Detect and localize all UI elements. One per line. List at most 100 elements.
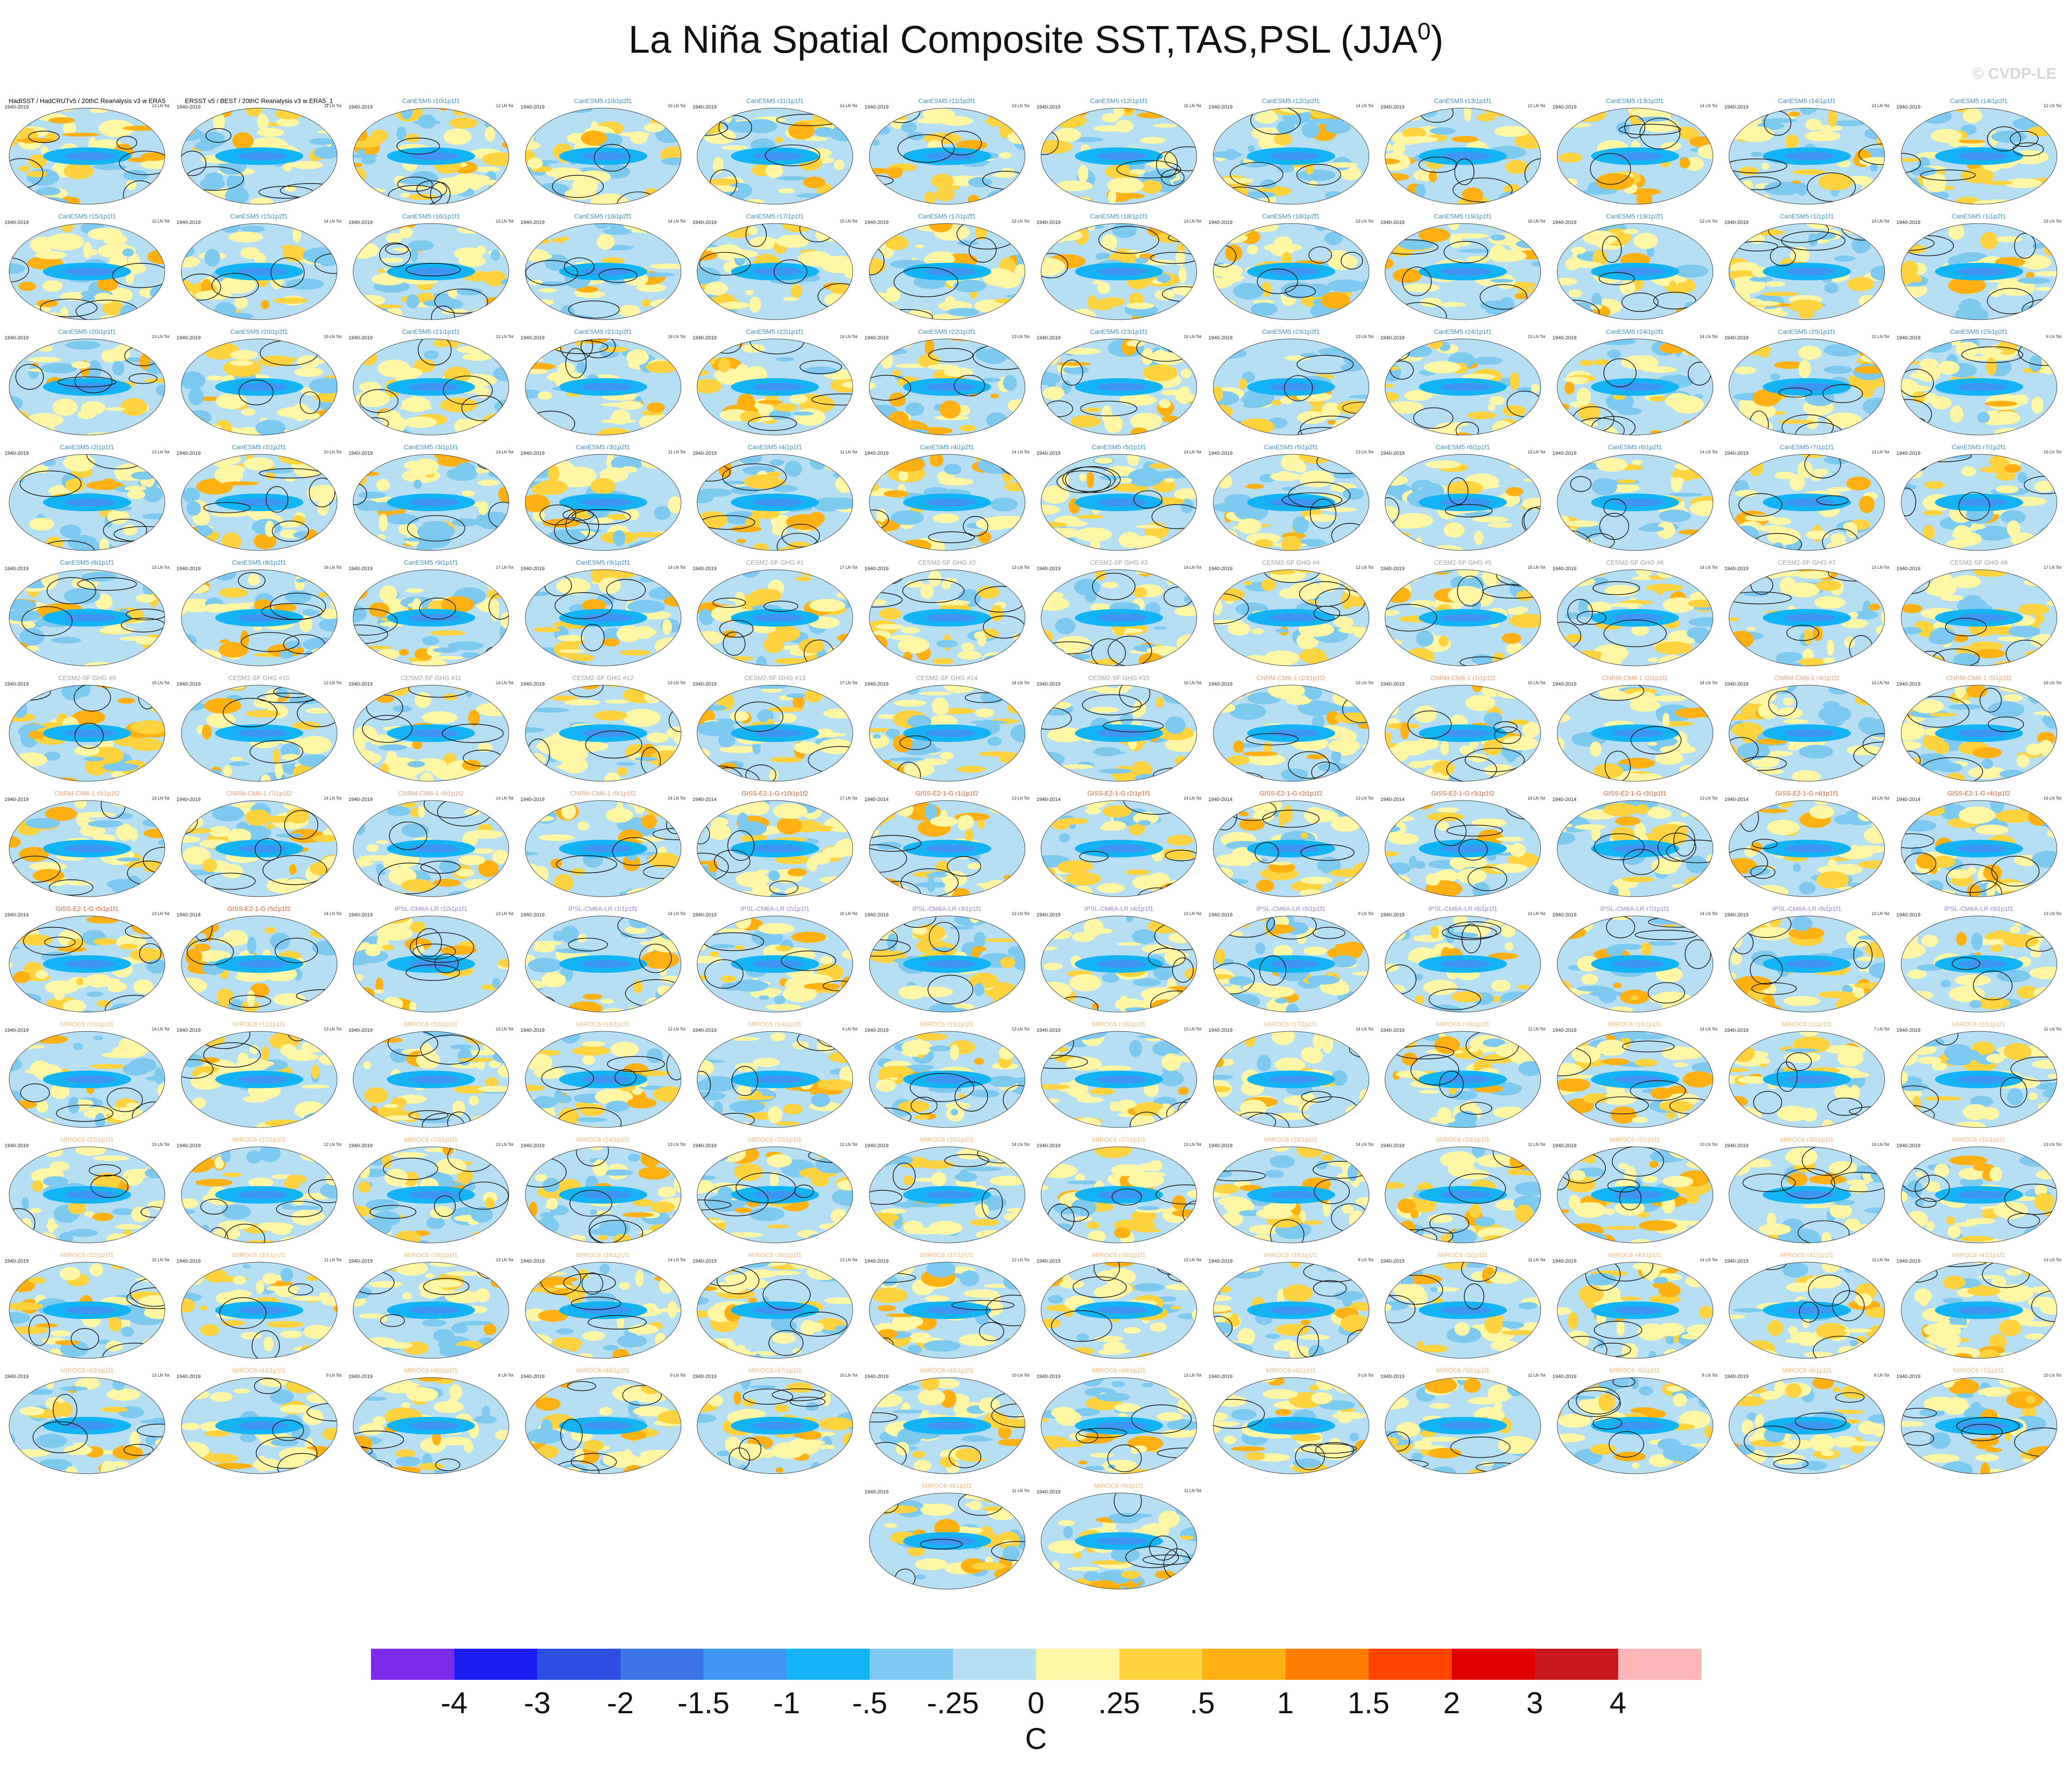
- map-panel: CanESM5 r5i1p1f1 1940-2019 14 LN Tot: [1036, 443, 1202, 552]
- map-panel: GISS-E2-1-G r3i1p1f1 1940-2014 13 LN Tot: [1552, 790, 1718, 899]
- panel-stat: 12 LN Tot: [1012, 1258, 1030, 1262]
- panel-years: 1940-2019: [1036, 681, 1061, 687]
- panel-stat: 12 LN Tot: [1871, 911, 1889, 916]
- panel-title: CanESM5 r4i1p2f1: [920, 443, 974, 451]
- globe-map: [1557, 223, 1713, 320]
- map-panel: MIROC6 r47i1p1f1 1940-2019 10 LN Tot: [692, 1367, 858, 1476]
- globe-map: [9, 569, 165, 666]
- panel-years: 1940-2019: [1380, 1028, 1405, 1033]
- globe-map: [1728, 338, 1885, 436]
- panel-stat: 14 LN Tot: [668, 796, 686, 801]
- globe-map: [1901, 800, 2057, 897]
- panel-years: 1940-2019: [864, 104, 889, 110]
- panel-title: CNRM-CM6-1 r10i1p1f2: [1256, 674, 1325, 681]
- panel-stat: 13 LN Tot: [668, 681, 686, 685]
- panel-years: 1940-2019: [349, 1143, 373, 1149]
- map-panel: CanESM5 r14i1p2f1 1940-2019 12 LN Tot: [1896, 97, 2062, 206]
- panel-stat: 12 LN Tot: [1356, 565, 1374, 570]
- map-panel: IPSL-CM6A-LR r9i1p1f1 1940-2019 13 LN Tot: [1896, 905, 2062, 1014]
- panel-title: CanESM5 r3i1p2f1: [576, 443, 630, 451]
- panel-stat: 13 LN Tot: [152, 911, 169, 916]
- panel-title: CanESM5 r9i1p1f1: [403, 559, 458, 566]
- colorbar-box: [454, 1649, 538, 1680]
- map-panel: MIROC6 r33i1p1f1 1940-2019 11 LN Tot: [176, 1251, 343, 1360]
- panel-title: CNRM-CM6-1 r5i1p1f2: [54, 790, 120, 797]
- panel-title: CanESM5 r18i1p1f1: [1090, 212, 1148, 220]
- panel-years: 1940-2019: [692, 1028, 717, 1033]
- map-panel: MIROC6 r38i1p1f1 1940-2019 13 LN Tot: [1036, 1251, 1202, 1360]
- map-panel: CNRM-CM6-1 r1i1p1f2 1940-2019 15 LN Tot: [1380, 674, 1546, 783]
- map-panel: CanESM5 r5i1p2f1 1940-2019 13 LN Tot: [1208, 443, 1374, 552]
- panel-years: 1940-2019: [349, 912, 373, 918]
- panel-stat: 12 LN Tot: [2044, 104, 2061, 108]
- panel-title: CanESM5 r5i1p1f1: [1091, 443, 1146, 451]
- globe-map: [1901, 1031, 2057, 1128]
- panel-stat: 13 LN Tot: [1700, 796, 1718, 801]
- map-panel: CanESM5 r19i1p1f1 1940-2019 16 LN Tot: [1380, 212, 1546, 321]
- map-panel: CESM2-SF GHG #7 1940-2019 13 LN Tot: [1723, 559, 1890, 668]
- globe-map: [181, 1262, 337, 1359]
- panel-title: MIROC6 r10i1p1f1: [60, 1020, 114, 1028]
- map-panel: MIROC6 r23i1p1f1 1940-2019 13 LN Tot: [348, 1136, 514, 1245]
- panel-stat: 10 LN Tot: [2044, 1373, 2061, 1378]
- colorbar-box: [1451, 1649, 1535, 1680]
- panel-stat: 12 LN Tot: [324, 681, 342, 685]
- panel-title: CanESM5 r22i1p2f1: [918, 328, 976, 335]
- globe-map: [353, 223, 509, 320]
- map-panel: GISS-E2-1-G r5i1p1f2 1940-2014 14 LN Tot: [176, 905, 343, 1014]
- map-panel: CNRM-CM6-1 r8i1p1f2 1940-2019 14 LN Tot: [348, 790, 514, 899]
- panel-stat: 9 LN Tot: [326, 1373, 342, 1378]
- panel-stat: 14 LN Tot: [1871, 1142, 1889, 1147]
- panel-years: 1940-2019: [1896, 220, 1921, 225]
- globe-map: [1901, 223, 2057, 320]
- panel-stat: 16 LN Tot: [668, 334, 686, 339]
- panel-stat: 13 LN Tot: [2044, 911, 2061, 916]
- panel-stat: 13 LN Tot: [2044, 1258, 2061, 1262]
- map-panel: MIROC6 r31i1p1f1 1940-2019 13 LN Tot: [1896, 1136, 2062, 1245]
- map-panel: MIROC6 r36i1p1f1 1940-2019 13 LN Tot: [692, 1251, 858, 1360]
- panel-title: GISS-E2-1-G r5i1p1f2: [227, 905, 291, 912]
- panel-years: 1940-2019: [1896, 1028, 1921, 1033]
- panel-years: 1940-2019: [864, 451, 889, 456]
- panel-stat: 15 LN Tot: [840, 219, 857, 223]
- panel-stat: 12 LN Tot: [496, 334, 513, 339]
- map-panel: MIROC6 r4i1p1f1 1940-2019 9 LN Tot: [1208, 1367, 1374, 1476]
- globe-map: [9, 685, 165, 782]
- panel-title: CanESM5 r21i1p2f1: [574, 328, 632, 335]
- panel-title: CanESM5 r3i1p1f1: [403, 443, 458, 451]
- panel-years: 1940-2019: [520, 797, 545, 802]
- panel-title: CanESM5 r9i1p2f1: [576, 559, 630, 566]
- colorbar: [371, 1649, 1701, 1680]
- globe-map: [525, 223, 681, 320]
- panel-title: IPSL-CM6A-LR r10i1p1f1: [394, 905, 468, 912]
- panel-title: MIROC6 r21i1p1f1: [60, 1136, 114, 1143]
- panel-years: 1940-2019: [1552, 681, 1577, 687]
- map-panel: CanESM5 r11i1p2f1 1940-2019 13 LN Tot: [864, 97, 1031, 206]
- panel-years: 1940-2019: [1036, 104, 1061, 110]
- map-panel: CanESM5 r17i1p2f1 1940-2019 13 LN Tot: [864, 212, 1031, 321]
- panel-years: 1940-2019: [176, 797, 201, 802]
- panel-years: 1940-2019: [1724, 451, 1749, 456]
- panel-title: CanESM5 r4i1p1f1: [747, 443, 802, 451]
- globe-map: [525, 108, 681, 205]
- map-panel: GISS-E2-1-G r4i1p1f2 1940-2014 16 LN Tot: [1896, 790, 2062, 899]
- panel-years: 1940-2019: [520, 681, 545, 687]
- panel-title: MIROC6 r33i1p1f1: [232, 1251, 286, 1258]
- map-panel: MIROC6 r2i1p1f1 1940-2019 10 LN Tot: [1552, 1136, 1718, 1245]
- panel-years: 1940-2019: [1552, 335, 1577, 341]
- panel-years: 1940-2019: [520, 335, 545, 341]
- panel-years: 1940-2019: [520, 1028, 545, 1033]
- panel-years: 1940-2019: [349, 1374, 373, 1379]
- map-panel: MIROC6 r5i1p1f1 1940-2019 8 LN Tot: [1552, 1367, 1718, 1476]
- globe-map: [353, 569, 509, 666]
- colorbar-box: [537, 1649, 621, 1680]
- globe-map: [1385, 1031, 1541, 1128]
- colorbar-box: [786, 1649, 870, 1680]
- panel-stat: 9 LN Tot: [1358, 1373, 1374, 1378]
- globe-map: [1728, 1377, 1885, 1474]
- globe-map: [1041, 1493, 1197, 1590]
- globe-map: [1213, 338, 1369, 436]
- panel-title: MIROC6 r37i1p1f1: [920, 1251, 974, 1258]
- panel-title: CNRM-CM6-1 r7i1p1f2: [226, 790, 292, 797]
- map-panel: CESM2-SF GHG #8 1940-2019 17 LN Tot: [1896, 559, 2062, 668]
